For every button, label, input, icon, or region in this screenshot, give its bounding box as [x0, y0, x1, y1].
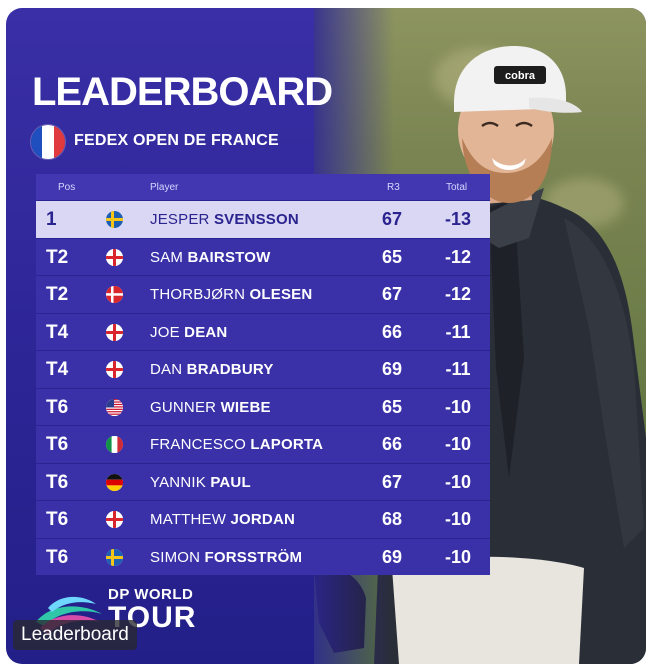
player-last-name: WIEBE	[220, 398, 271, 416]
player-last-name: PAUL	[210, 473, 251, 491]
player-last-name: DEAN	[184, 323, 228, 341]
player-last-name: LAPORTA	[250, 436, 324, 453]
row-r3-score: 68	[382, 509, 403, 529]
event-name: FEDEX OPEN DE FRANCE	[74, 132, 279, 149]
table-row: T2 SAM BAIRSTOW 65 -12	[36, 237, 490, 276]
table-row: T6 FRANCESCO LAPORTA 66 -10	[36, 425, 490, 463]
row-position: T2	[46, 246, 69, 268]
england-flag-icon	[106, 248, 123, 266]
image-caption: Leaderboard	[13, 620, 137, 650]
table-row: T6 MATTHEW JORDAN 68 -10	[36, 500, 490, 538]
column-header-player: Player	[150, 182, 179, 193]
logo-text-line1: DP WORLD	[108, 586, 194, 603]
player-first-name: MATTHEW	[150, 511, 227, 528]
player-last-name: OLESEN	[249, 286, 313, 303]
row-player-name: JOE DEAN	[150, 314, 227, 351]
france-flag-icon	[30, 124, 66, 160]
sweden-flag-icon	[106, 211, 123, 228]
row-position: T6	[46, 509, 69, 530]
player-first-name: JESPER	[150, 211, 210, 228]
england-flag-icon	[106, 511, 123, 528]
table-row: T2 THORBJØRN OLESEN 67 -12	[36, 275, 490, 313]
row-position: T6	[46, 546, 69, 568]
row-position: T4	[46, 321, 69, 343]
usa-flag-icon	[106, 398, 123, 416]
player-first-name: JOE	[150, 323, 180, 341]
row-position: T6	[46, 471, 69, 493]
dp-world-tour-logo: DP WORLD TOUR	[30, 582, 220, 642]
row-player-name: YANNIK PAUL	[150, 464, 251, 501]
player-first-name: THORBJØRN	[150, 286, 246, 303]
row-position: T6	[46, 434, 69, 455]
row-player-name: JESPER SVENSSON	[150, 201, 299, 238]
row-total-score: -12	[444, 284, 471, 304]
table-row: T4 JOE DEAN 66 -11	[36, 312, 490, 351]
leaderboard-card: cobra LEADERBOARD FEDEX OPEN DE FRANCE P…	[6, 8, 646, 664]
table-row: 1 JESPER SVENSSON 67 -13	[36, 200, 490, 238]
england-flag-icon	[106, 361, 123, 378]
sweden-flag-icon	[106, 548, 123, 566]
column-header-r3: R3	[387, 182, 400, 193]
row-r3-score: 67	[382, 209, 403, 229]
column-header-pos: Pos	[58, 182, 76, 193]
germany-flag-icon	[106, 473, 123, 491]
row-player-name: GUNNER WIEBE	[150, 389, 271, 426]
tour-swoosh-icon	[36, 596, 102, 634]
player-last-name: BRADBURY	[186, 361, 274, 378]
row-total-score: -11	[445, 321, 471, 342]
player-first-name: FRANCESCO	[150, 436, 246, 453]
row-r3-score: 65	[382, 396, 403, 417]
player-last-name: BAIRSTOW	[187, 248, 271, 266]
row-r3-score: 66	[382, 434, 403, 454]
player-first-name: GUNNER	[150, 398, 217, 416]
row-total-score: -10	[444, 396, 471, 417]
player-first-name: YANNIK	[150, 473, 206, 491]
row-r3-score: 69	[382, 546, 403, 567]
row-total-score: -12	[444, 246, 471, 267]
row-position: T4	[46, 359, 69, 380]
row-total-score: -10	[444, 509, 471, 529]
row-position: T2	[46, 284, 69, 305]
row-player-name: MATTHEW JORDAN	[150, 501, 295, 538]
page-title: LEADERBOARD	[32, 70, 333, 114]
row-total-score: -10	[444, 434, 471, 454]
row-r3-score: 66	[382, 321, 403, 342]
row-position: T6	[46, 396, 69, 418]
row-player-name: DAN BRADBURY	[150, 351, 274, 388]
england-flag-icon	[106, 323, 123, 341]
player-last-name: SVENSSON	[213, 211, 299, 228]
leaderboard-table: Pos Player R3 Total 1 JESPER SVENSSON 67 -1…	[36, 174, 490, 575]
row-total-score: -10	[444, 546, 471, 567]
player-last-name: JORDAN	[230, 511, 296, 528]
table-row: T4 DAN BRADBURY 69 -11	[36, 350, 490, 388]
row-r3-score: 69	[382, 359, 403, 379]
svg-text:cobra: cobra	[505, 70, 536, 82]
row-player-name: THORBJØRN OLESEN	[150, 276, 312, 313]
row-total-score: -13	[444, 209, 471, 229]
player-first-name: SAM	[150, 248, 184, 266]
denmark-flag-icon	[106, 286, 123, 303]
row-total-score: -11	[445, 359, 471, 379]
row-position: 1	[46, 209, 57, 230]
column-header-total: Total	[446, 182, 468, 193]
row-r3-score: 65	[382, 246, 403, 267]
row-player-name: SAM BAIRSTOW	[150, 239, 270, 276]
player-first-name: SIMON	[150, 548, 201, 566]
row-r3-score: 67	[382, 471, 403, 492]
row-player-name: SIMON FORSSTRÖM	[150, 539, 302, 576]
row-total-score: -10	[444, 471, 471, 492]
table-header: Pos Player R3 Total	[36, 174, 490, 200]
player-first-name: DAN	[150, 361, 183, 378]
italy-flag-icon	[106, 436, 123, 453]
table-row: T6 GUNNER WIEBE 65 -10	[36, 387, 490, 426]
table-row: T6 YANNIK PAUL 67 -10	[36, 462, 490, 501]
row-player-name: FRANCESCO LAPORTA	[150, 426, 323, 463]
player-last-name: FORSSTRÖM	[204, 548, 303, 566]
row-r3-score: 67	[382, 284, 403, 304]
table-row: T6 SIMON FORSSTRÖM 69 -10	[36, 537, 490, 576]
